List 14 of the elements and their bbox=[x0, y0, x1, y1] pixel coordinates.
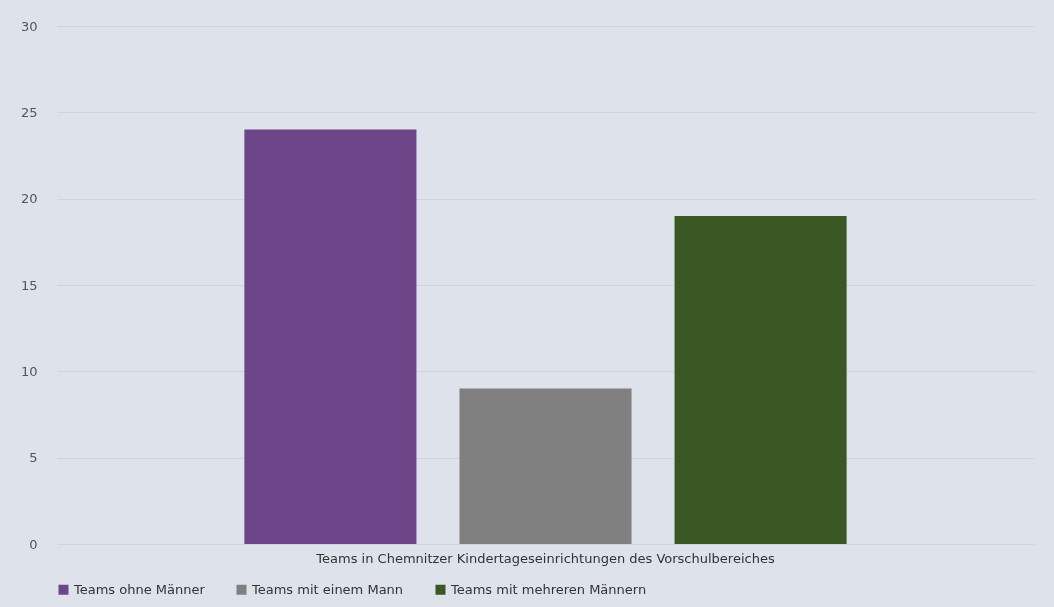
bar bbox=[459, 388, 632, 544]
legend-label: Teams mit einem Mann bbox=[251, 581, 404, 597]
y-tick-label: 0 bbox=[29, 536, 38, 552]
legend-label: Teams ohne Männer bbox=[73, 581, 206, 597]
y-tick-label: 20 bbox=[20, 191, 38, 207]
y-tick-label: 10 bbox=[20, 363, 38, 379]
y-tick-label: 30 bbox=[20, 18, 38, 34]
x-tick-label: Teams in Chemnitzer Kindertageseinrichtungen des Vorschulbereiches bbox=[315, 550, 775, 566]
bar bbox=[674, 215, 847, 544]
y-tick-label: 25 bbox=[20, 104, 38, 120]
y-tick-label: 5 bbox=[29, 450, 38, 466]
y-tick-label: 15 bbox=[20, 277, 38, 293]
bar bbox=[244, 129, 417, 544]
legend-label: Teams mit mehreren Männern bbox=[450, 581, 647, 597]
